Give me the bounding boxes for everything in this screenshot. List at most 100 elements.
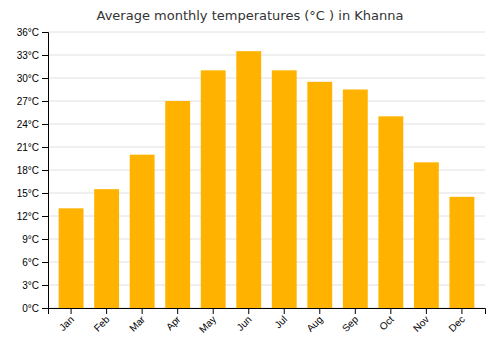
- grid-line: [48, 55, 485, 56]
- x-tick: Sep: [340, 308, 361, 334]
- x-tick-label: Dec: [446, 314, 466, 334]
- plot: 0°C 3°C 6°C 9°C 12°C 15°C 18°C 21°C 24°C 27°C 30°C…: [17, 27, 486, 335]
- x-tick-label: Mar: [127, 313, 147, 333]
- x-tick: Aug: [304, 308, 324, 334]
- y-tick-mark: [42, 308, 48, 309]
- x-tick-mark: [71, 308, 72, 314]
- y-tick-label: 15°C: [17, 188, 39, 199]
- bar: [94, 189, 119, 308]
- y-tick: 12°C: [17, 211, 48, 222]
- y-tick: 15°C: [17, 188, 48, 199]
- y-tick-label: 6°C: [22, 257, 39, 268]
- x-axis: Jan Feb Mar Apr May Jun Jul Aug Sep Oct Nov Dec: [49, 308, 486, 335]
- x-tick: Oct: [377, 308, 396, 332]
- grid-line: [48, 147, 485, 148]
- grid-line: [48, 78, 485, 79]
- grid-line: [48, 124, 485, 125]
- x-tick-label: Apr: [164, 313, 183, 332]
- x-tick: Nov: [411, 308, 431, 334]
- x-tick: May: [197, 308, 218, 335]
- x-tick-mark: [106, 308, 107, 314]
- x-tick: Jan: [57, 308, 76, 333]
- y-tick: 27°C: [17, 96, 48, 107]
- y-tick-label: 12°C: [17, 211, 39, 222]
- bars: [59, 51, 475, 308]
- x-tick-mark: [319, 308, 320, 314]
- y-tick: 30°C: [17, 73, 48, 84]
- x-tick-label: Oct: [377, 314, 396, 333]
- bar: [378, 116, 403, 308]
- x-tick-mark: [284, 308, 285, 314]
- bar: [307, 82, 332, 308]
- x-tick-mark: [177, 308, 178, 314]
- y-tick-label: 9°C: [22, 234, 39, 245]
- grid-line: [48, 32, 485, 33]
- y-tick: 0°C: [22, 303, 48, 314]
- y-tick: 21°C: [17, 142, 48, 153]
- x-tick-mark: [248, 308, 249, 314]
- x-tick-label: Jun: [235, 314, 254, 333]
- bar: [236, 51, 261, 308]
- y-tick-mark: [42, 193, 48, 194]
- y-tick-mark: [42, 147, 48, 148]
- y-tick-label: 21°C: [17, 142, 39, 153]
- y-tick: 18°C: [17, 165, 48, 176]
- x-tick: Mar: [127, 308, 147, 334]
- y-tick: 3°C: [22, 280, 48, 291]
- x-tick-label: Jul: [272, 314, 289, 331]
- x-tick-mark: [390, 308, 391, 314]
- y-tick-mark: [42, 32, 48, 33]
- bar: [130, 155, 155, 308]
- y-tick: 36°C: [17, 27, 48, 38]
- grid-line: [48, 101, 485, 102]
- x-axis-line: [49, 309, 486, 315]
- x-tick-mark: [426, 308, 427, 314]
- x-tick-mark: [213, 308, 214, 314]
- y-tick-label: 24°C: [17, 119, 39, 130]
- y-tick-label: 0°C: [22, 303, 39, 314]
- y-tick-label: 33°C: [17, 50, 39, 61]
- y-tick: 24°C: [17, 119, 48, 130]
- y-tick-mark: [42, 262, 48, 263]
- x-tick-label: Aug: [304, 314, 324, 334]
- y-axis-line: [42, 33, 49, 309]
- grid: [48, 32, 485, 308]
- y-tick-mark: [42, 124, 48, 125]
- y-tick-label: 36°C: [17, 27, 39, 38]
- y-tick: 33°C: [17, 50, 48, 61]
- y-tick-mark: [42, 239, 48, 240]
- x-tick: Dec: [446, 308, 466, 334]
- y-tick-label: 27°C: [17, 96, 39, 107]
- bar: [201, 70, 226, 308]
- y-tick-mark: [42, 55, 48, 56]
- bar: [272, 70, 297, 308]
- y-tick-label: 3°C: [22, 280, 39, 291]
- y-tick-mark: [42, 216, 48, 217]
- x-tick-label: Sep: [340, 313, 361, 334]
- x-tick-label: May: [197, 314, 218, 335]
- x-tick-mark: [461, 308, 462, 314]
- x-tick-mark: [355, 308, 356, 314]
- x-tick-mark: [142, 308, 143, 314]
- bar: [343, 90, 368, 309]
- y-axis: 0°C 3°C 6°C 9°C 12°C 15°C 18°C 21°C 24°C 27°C 30°C…: [17, 27, 49, 314]
- title: Average monthly temperatures (°C ) in Kh…: [97, 8, 404, 23]
- x-tick-label: Feb: [92, 313, 112, 333]
- x-tick-label: Nov: [411, 314, 431, 334]
- bar: [449, 197, 474, 308]
- chart: Average monthly temperatures (°C ) in Kh…: [0, 0, 500, 350]
- y-tick-label: 30°C: [17, 73, 39, 84]
- y-tick-mark: [42, 101, 48, 102]
- bar: [59, 208, 84, 308]
- x-tick: Feb: [92, 308, 112, 334]
- y-tick-mark: [42, 78, 48, 79]
- x-tick: Jul: [272, 308, 289, 330]
- y-tick: 9°C: [22, 234, 48, 245]
- x-tick: Apr: [164, 308, 183, 332]
- y-tick-mark: [42, 285, 48, 286]
- x-tick: Jun: [235, 308, 254, 333]
- bar: [165, 101, 190, 308]
- y-tick-label: 18°C: [17, 165, 39, 176]
- bar: [414, 162, 439, 308]
- x-tick-label: Jan: [57, 314, 76, 333]
